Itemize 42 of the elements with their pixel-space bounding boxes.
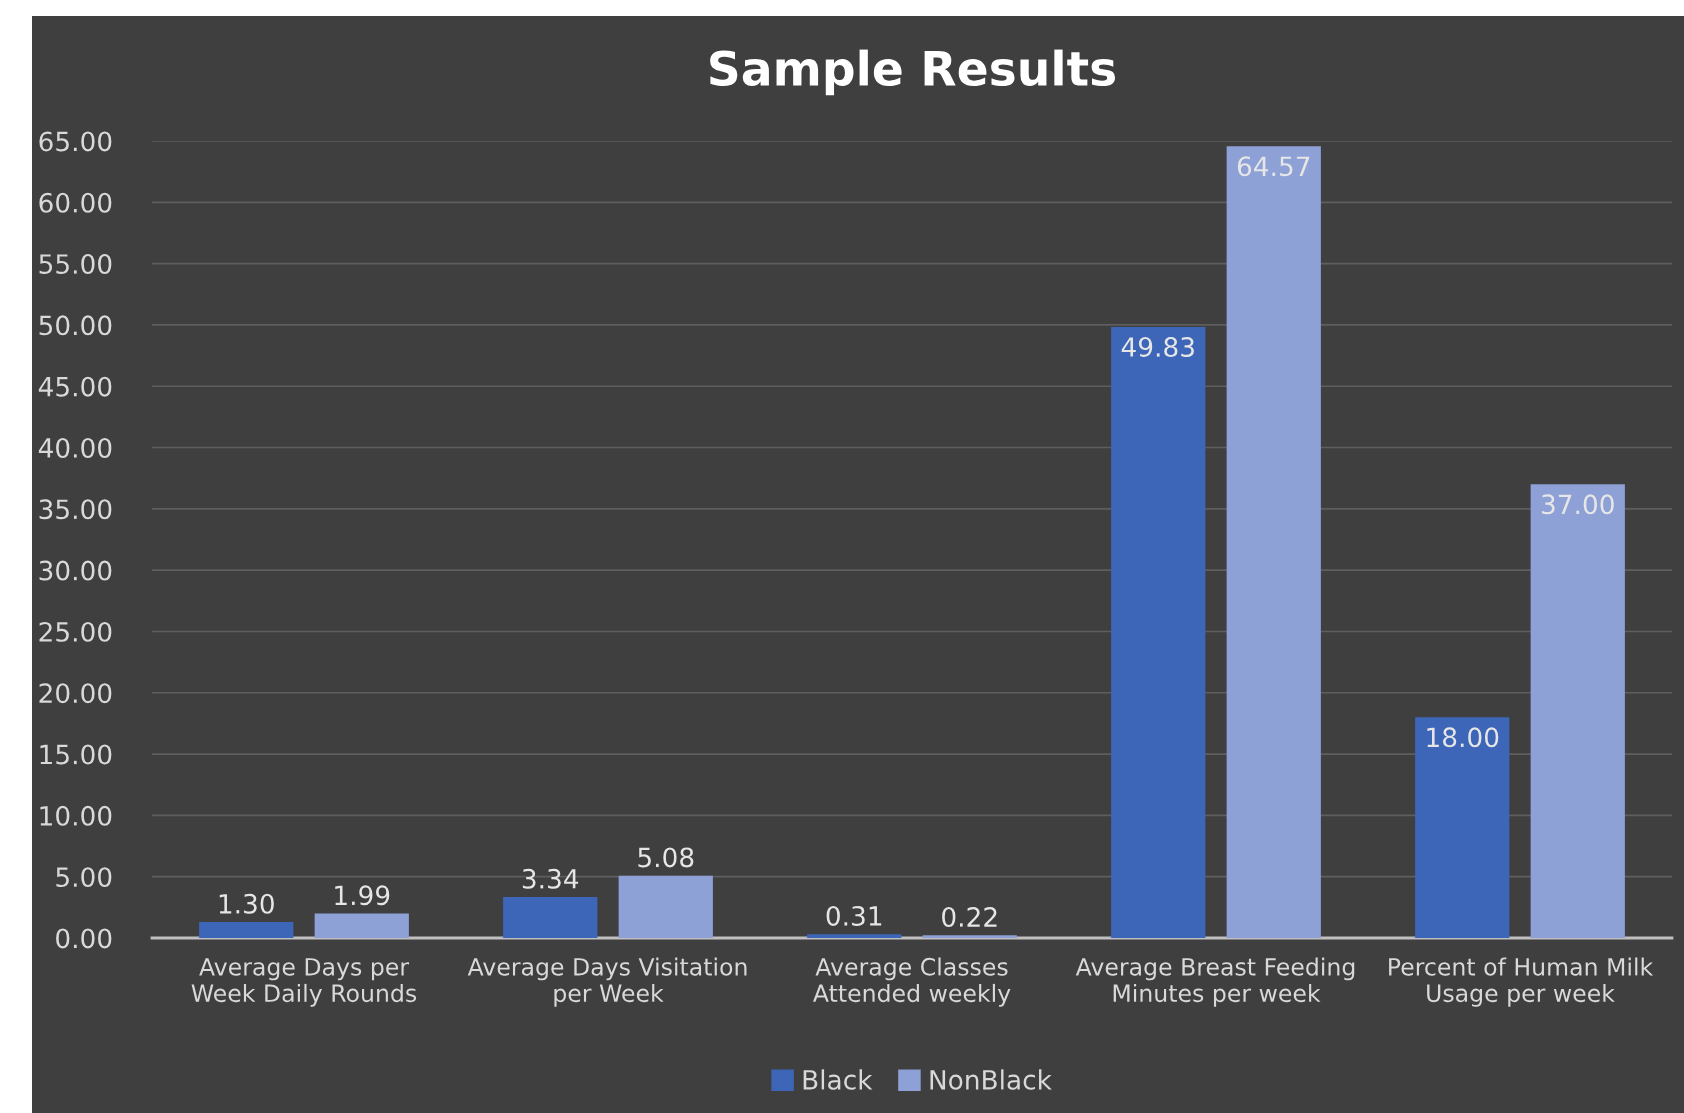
- y-tick-label: 10.00: [40, 805, 112, 826]
- bar: [1415, 717, 1510, 938]
- data-label: 18.00: [1427, 727, 1499, 748]
- bar: [503, 897, 598, 938]
- x-tick-label: Average Classes Attended weekly: [813, 957, 1011, 1007]
- y-tick-label: 5.00: [56, 867, 112, 888]
- y-tick-label: 40.00: [38, 437, 112, 458]
- bar: [199, 922, 294, 938]
- y-tick-label: 15.00: [40, 744, 112, 765]
- y-tick-label: 55.00: [39, 254, 112, 275]
- y-tick-label: 65.00: [39, 131, 112, 152]
- x-tick-label: Average Days Visitation per Week: [467, 957, 747, 1007]
- data-label: 64.57: [1237, 156, 1310, 177]
- y-tick-label: 20.00: [39, 683, 112, 704]
- legend-label: Black: [803, 1069, 873, 1090]
- data-label: 0.31: [826, 905, 882, 926]
- bar: [807, 934, 902, 938]
- y-tick-label: 0.00: [56, 928, 112, 949]
- data-label: 1.99: [335, 885, 390, 906]
- bar: [922, 935, 1017, 938]
- x-tick-label: Average Breast Feeding Minutes per week: [1075, 957, 1355, 1007]
- data-label: 1.30: [219, 893, 274, 914]
- y-tick-label: 60.00: [39, 192, 112, 213]
- chart-title: Sample Results: [710, 49, 1116, 96]
- data-label: 37.00: [1542, 494, 1614, 515]
- legend-label: NonBlack: [930, 1069, 1052, 1090]
- y-tick-label: 30.00: [39, 560, 112, 581]
- bar: [1111, 327, 1206, 938]
- data-label: 5.08: [638, 847, 694, 868]
- bar: [1226, 146, 1321, 938]
- x-tick-label: Average Days per Week Daily Rounds: [191, 958, 417, 1007]
- y-tick-label: 45.00: [38, 376, 112, 397]
- y-tick-label: 35.00: [39, 499, 112, 520]
- y-tick-label: 25.00: [39, 621, 112, 642]
- x-tick-label: Percent of Human Milk Usage per week: [1389, 957, 1654, 1007]
- bar: [1530, 484, 1625, 938]
- data-label: 0.22: [942, 907, 997, 927]
- bar: [314, 913, 409, 938]
- data-label: 49.83: [1121, 337, 1194, 357]
- bar: [618, 875, 713, 938]
- y-tick-label: 50.00: [39, 315, 112, 336]
- data-label: 3.34: [522, 868, 579, 889]
